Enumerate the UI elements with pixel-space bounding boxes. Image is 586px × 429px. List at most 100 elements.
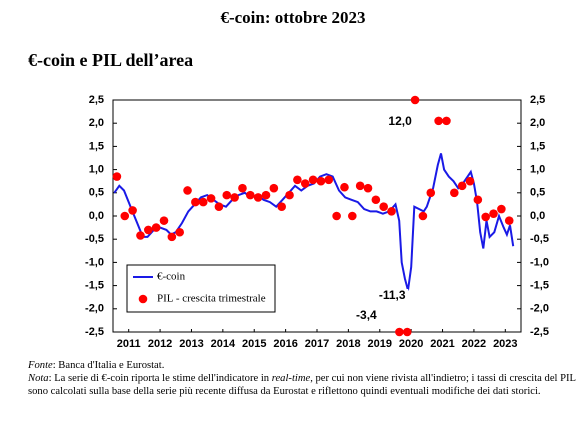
pil-dot bbox=[355, 181, 365, 191]
pil-dot bbox=[497, 204, 506, 214]
pil-dot bbox=[128, 206, 137, 215]
y-tick-label: 2,0 bbox=[89, 117, 104, 129]
y-tick-label: 0,5 bbox=[89, 187, 104, 199]
y2-tick-label: -0,5 bbox=[530, 233, 549, 245]
pil-dot bbox=[504, 216, 514, 225]
pil-dot bbox=[151, 223, 161, 232]
pil-dot bbox=[112, 172, 122, 181]
y2-tick-label: 2,5 bbox=[530, 94, 545, 106]
pil-dot bbox=[183, 186, 192, 195]
value-label: -3,4 bbox=[356, 308, 377, 322]
y2-tick-label: 2,0 bbox=[530, 117, 545, 129]
x-tick-label: 2015 bbox=[242, 338, 266, 350]
pil-dot bbox=[395, 327, 404, 337]
pil-dot bbox=[300, 179, 310, 188]
y-tick-label: -2,0 bbox=[85, 303, 104, 315]
y2-tick-label: -1,0 bbox=[530, 256, 549, 268]
pil-dot bbox=[402, 327, 412, 337]
pil-dot bbox=[332, 211, 341, 221]
pil-dot bbox=[206, 194, 216, 203]
pil-dot bbox=[434, 116, 443, 126]
note-text: , per cui non viene rivista all'indietro… bbox=[28, 373, 576, 397]
legend-label: €-coin bbox=[157, 271, 186, 283]
pil-dot bbox=[324, 175, 334, 185]
pil-dot bbox=[269, 183, 279, 193]
x-tick-label: 2011 bbox=[117, 338, 141, 350]
pil-dot bbox=[340, 182, 349, 192]
y2-tick-label: 1,0 bbox=[530, 164, 545, 176]
pil-dot bbox=[261, 190, 271, 200]
pil-dot bbox=[214, 202, 224, 212]
y2-tick-label: -2,0 bbox=[530, 303, 549, 315]
y2-tick-label: 0,0 bbox=[530, 210, 545, 222]
x-tick-label: 2016 bbox=[273, 338, 297, 350]
pil-dot bbox=[175, 227, 184, 237]
legend-box bbox=[126, 264, 276, 313]
x-tick-label: 2012 bbox=[148, 338, 172, 350]
note-label: Nota bbox=[28, 373, 49, 384]
pil-dot bbox=[230, 193, 239, 202]
source-label: Fonte bbox=[28, 360, 53, 371]
source-text: : Banca d'Italia e Eurostat. bbox=[52, 360, 165, 371]
pil-dot bbox=[198, 197, 208, 207]
pil-dot bbox=[222, 190, 232, 200]
y-tick-label: 0,0 bbox=[89, 210, 104, 222]
x-tick-label: 2020 bbox=[399, 338, 423, 350]
pil-dot bbox=[481, 212, 490, 222]
y2-tick-label: 0,5 bbox=[530, 187, 545, 199]
pil-dot bbox=[136, 231, 145, 240]
pil-dot bbox=[253, 193, 263, 202]
pil-dot bbox=[450, 188, 459, 198]
pil-dot bbox=[410, 95, 420, 105]
footnotes: Fonte: Banca d'Italia e Eurostat. Nota: … bbox=[28, 359, 584, 398]
x-tick-label: 2019 bbox=[368, 338, 392, 350]
value-label-bg bbox=[376, 289, 409, 303]
note: Nota: La serie di €-coin riporta le stim… bbox=[28, 372, 584, 398]
page-title: €-coin: ottobre 2023 bbox=[220, 8, 365, 27]
pil-dot bbox=[379, 202, 388, 212]
legend-label: PIL - crescita trimestrale bbox=[157, 293, 266, 305]
y2-tick-label: 1,5 bbox=[530, 140, 545, 152]
pil-dot bbox=[442, 116, 451, 126]
pil-dot bbox=[371, 195, 381, 205]
x-tick-label: 2017 bbox=[305, 338, 329, 350]
note-text: : La serie di €-coin riporta le stime de… bbox=[48, 373, 272, 384]
y-tick-label: 1,5 bbox=[89, 140, 104, 152]
note-emphasis: real-time bbox=[271, 373, 311, 384]
y-tick-label: -1,0 bbox=[85, 256, 104, 268]
chart-title: €-coin e PIL dell’area bbox=[28, 50, 193, 70]
source-note: Fonte: Banca d'Italia e Eurostat. bbox=[28, 359, 584, 372]
pil-dot bbox=[348, 211, 357, 221]
pil-dot bbox=[293, 175, 302, 185]
x-tick-label: 2022 bbox=[462, 338, 486, 350]
y-tick-label: 1,0 bbox=[89, 164, 104, 176]
pil-dot bbox=[426, 188, 436, 198]
ecoin-line bbox=[113, 153, 515, 291]
x-tick-label: 2023 bbox=[493, 338, 517, 350]
y-tick-label: -2,5 bbox=[85, 326, 104, 338]
x-tick-label: 2018 bbox=[336, 338, 360, 350]
y-tick-label: -1,5 bbox=[85, 280, 104, 292]
x-tick-label: 2021 bbox=[430, 338, 454, 350]
y-tick-label: 2,5 bbox=[89, 94, 104, 106]
pil-dot bbox=[465, 176, 475, 186]
legend-dot bbox=[138, 294, 148, 304]
y2-tick-label: -2,5 bbox=[530, 326, 549, 338]
pil-dot bbox=[363, 183, 373, 193]
pil-dot bbox=[457, 181, 467, 191]
pil-dot bbox=[489, 209, 498, 218]
pil-dot bbox=[277, 202, 286, 212]
x-tick-label: 2014 bbox=[211, 338, 236, 350]
pil-dot bbox=[473, 195, 483, 205]
pil-dot bbox=[238, 183, 247, 193]
pil-dot bbox=[159, 216, 169, 225]
pil-dot bbox=[246, 190, 255, 200]
pil-dot bbox=[316, 176, 326, 186]
x-tick-label: 2013 bbox=[179, 338, 203, 350]
pil-dot bbox=[285, 190, 294, 200]
value-label-bg bbox=[350, 309, 383, 323]
value-label-bg bbox=[384, 115, 417, 129]
pil-dot bbox=[387, 207, 396, 216]
